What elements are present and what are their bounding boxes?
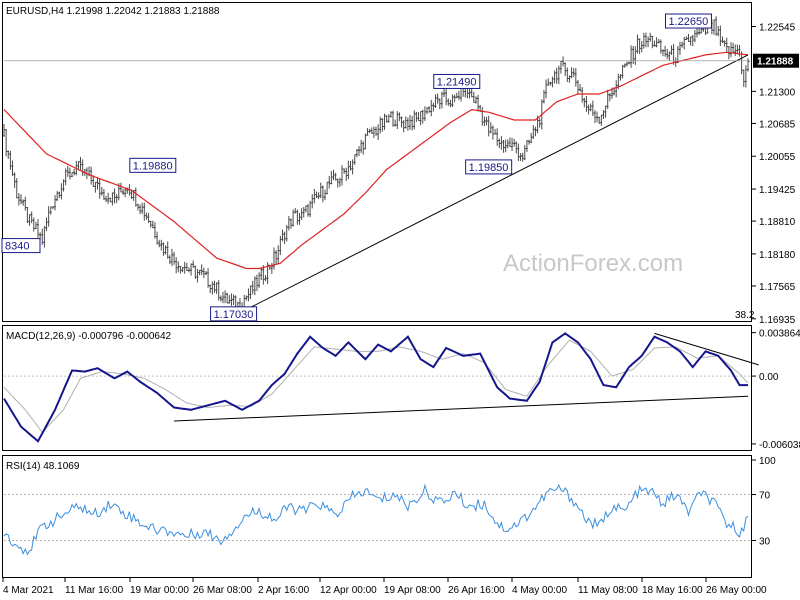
rsi-axis-label: 100 — [759, 456, 776, 467]
macd-axis-label: 0.003864 — [759, 329, 800, 340]
price-annotation-box — [664, 13, 712, 29]
price-axis-label: 1.20055 — [759, 152, 796, 163]
price-trendline — [237, 54, 749, 315]
time-axis-label: 2 Apr 16:00 — [258, 585, 310, 596]
ema-line — [3, 51, 749, 270]
time-axis-label: 26 May 00:00 — [706, 585, 767, 596]
price-axis-label: 1.20685 — [759, 119, 796, 130]
macd-trendline — [654, 332, 759, 366]
macd-series — [3, 332, 759, 443]
price-annotation-label: 1.19880 — [133, 160, 173, 172]
price-annotation-label: 8340 — [5, 241, 29, 253]
price-axis-label: 1.21300 — [759, 87, 796, 98]
macd-panel — [2, 325, 752, 451]
price-axis-label: 1.16935 — [759, 315, 796, 326]
rsi-header: RSI(14) 48.1069 — [6, 461, 80, 472]
macd-line — [3, 332, 748, 443]
price-axis-label: 1.21888 — [757, 57, 794, 68]
price-series: 8340 1.19880 1.17030 1.21490 1.19850 1.22650 — [1, 13, 750, 322]
price-axis-label: 1.19425 — [759, 185, 796, 196]
price-annotation-label: 1.21490 — [437, 76, 477, 88]
signal-line — [3, 339, 749, 434]
price-annotation-label: 1.17030 — [214, 309, 254, 321]
price-annotation-box — [210, 306, 258, 322]
fib-label: 38.2 — [735, 310, 755, 321]
time-axis-label: 26 Apr 16:00 — [448, 585, 505, 596]
rsi-panel — [2, 455, 752, 578]
rsi-axis-label: 30 — [759, 537, 771, 548]
price-axis-label: 1.18810 — [759, 217, 796, 228]
time-axis-label: 4 Mar 2021 — [3, 585, 54, 596]
macd-axis-label: 0.00 — [759, 372, 779, 383]
price-annotation-box — [433, 73, 481, 89]
axes: 1.22545 1.21888 1.21300 1.20685 1.20055 1.194… — [2, 22, 800, 596]
price-panel — [2, 2, 752, 322]
price-annotation-box — [129, 157, 177, 173]
price-axis-label: 1.17565 — [759, 282, 796, 293]
macd-header: MACD(12,26,9) -0.000796 -0.000642 — [6, 331, 172, 342]
price-annotation-label: 1.19850 — [469, 162, 509, 174]
time-axis-label: 19 Mar 00:00 — [130, 585, 189, 596]
time-axis-label: 12 Apr 00:00 — [320, 585, 377, 596]
price-axis-label: 1.18180 — [759, 250, 796, 261]
time-axis-label: 18 May 16:00 — [642, 585, 703, 596]
watermark: ActionForex.com — [503, 250, 683, 277]
rsi-axis-label: 70 — [759, 491, 771, 502]
time-axis-label: 11 Mar 16:00 — [65, 585, 124, 596]
macd-axis-label: -0.006038 — [759, 440, 800, 451]
price-annotation-box — [465, 159, 513, 175]
price-annotation-label: 1.22650 — [668, 16, 708, 28]
time-axis-label: 4 May 00:00 — [512, 585, 567, 596]
rsi-series — [3, 483, 750, 556]
price-annotation-box — [1, 238, 41, 254]
time-axis-label: 11 May 08:00 — [578, 585, 638, 596]
price-axis-label: 1.22545 — [759, 22, 796, 33]
price-header: EURUSD,H4 1.21998 1.22042 1.21883 1.2188… — [6, 6, 220, 17]
time-axis-label: 19 Apr 08:00 — [384, 585, 441, 596]
time-axis-label: 26 Mar 08:00 — [193, 585, 252, 596]
rsi-line — [3, 483, 749, 556]
macd-trendline — [174, 395, 749, 422]
current-price-box — [753, 53, 799, 68]
